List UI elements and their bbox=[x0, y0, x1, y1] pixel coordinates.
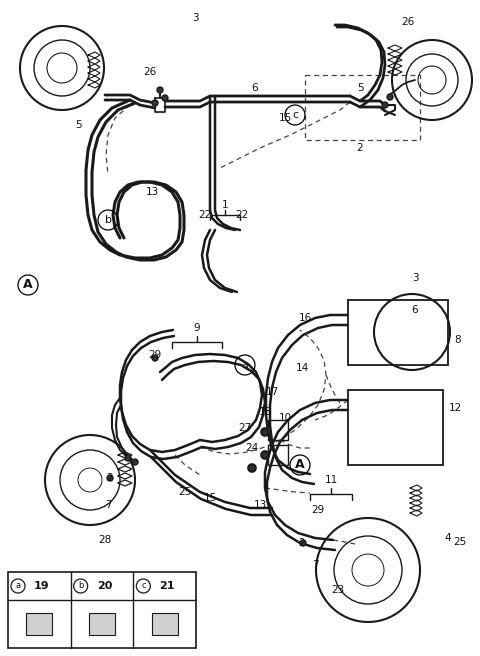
Text: 25: 25 bbox=[179, 487, 192, 497]
Text: 3: 3 bbox=[412, 273, 418, 283]
Text: 5: 5 bbox=[75, 120, 81, 130]
Text: 2: 2 bbox=[299, 538, 305, 548]
Bar bbox=[89, 613, 115, 635]
Text: 14: 14 bbox=[295, 363, 309, 373]
Bar bbox=[348, 300, 448, 365]
Text: 20: 20 bbox=[96, 581, 112, 591]
Text: a: a bbox=[15, 581, 21, 590]
Text: 2: 2 bbox=[357, 143, 363, 153]
Bar bbox=[26, 613, 52, 635]
Text: A: A bbox=[23, 279, 33, 291]
Text: 6: 6 bbox=[252, 83, 258, 93]
Bar bbox=[92, 616, 112, 632]
Text: 2: 2 bbox=[107, 473, 113, 483]
Text: 21: 21 bbox=[159, 581, 175, 591]
Bar bbox=[31, 618, 48, 630]
Text: c: c bbox=[292, 110, 298, 120]
Text: 18: 18 bbox=[258, 407, 272, 417]
Text: b: b bbox=[78, 581, 84, 590]
Circle shape bbox=[162, 95, 168, 101]
Text: 26: 26 bbox=[401, 17, 415, 27]
Bar bbox=[8, 572, 196, 648]
Text: 5: 5 bbox=[357, 83, 363, 93]
Circle shape bbox=[382, 102, 388, 108]
Circle shape bbox=[152, 355, 158, 361]
Bar bbox=[268, 420, 288, 440]
Bar bbox=[348, 390, 443, 465]
Text: c: c bbox=[141, 581, 145, 590]
Text: 7: 7 bbox=[105, 500, 111, 510]
Text: 26: 26 bbox=[144, 67, 156, 77]
Text: 13: 13 bbox=[253, 500, 266, 510]
Text: 22: 22 bbox=[198, 210, 212, 220]
Text: 17: 17 bbox=[265, 387, 278, 397]
Circle shape bbox=[157, 87, 163, 93]
Bar bbox=[152, 613, 178, 635]
Text: 6: 6 bbox=[412, 305, 418, 315]
Text: 29: 29 bbox=[312, 505, 324, 515]
Text: 19: 19 bbox=[34, 581, 49, 591]
Text: 7: 7 bbox=[312, 560, 318, 570]
Circle shape bbox=[300, 540, 306, 546]
Text: a: a bbox=[241, 360, 249, 370]
Text: 29: 29 bbox=[148, 350, 162, 360]
Text: 3: 3 bbox=[192, 13, 198, 23]
Text: 13: 13 bbox=[145, 187, 158, 197]
Text: 15: 15 bbox=[278, 113, 292, 123]
Text: A: A bbox=[295, 459, 305, 472]
Circle shape bbox=[262, 452, 268, 458]
Circle shape bbox=[249, 465, 255, 471]
Circle shape bbox=[125, 455, 131, 461]
Text: 22: 22 bbox=[235, 210, 249, 220]
Text: b: b bbox=[105, 215, 111, 225]
Bar bbox=[268, 445, 288, 465]
Text: 28: 28 bbox=[98, 535, 112, 545]
Text: 25: 25 bbox=[454, 537, 467, 547]
Text: 24: 24 bbox=[245, 443, 259, 453]
Text: 11: 11 bbox=[324, 475, 337, 485]
Text: 27: 27 bbox=[239, 423, 252, 433]
Circle shape bbox=[132, 459, 138, 465]
Text: 12: 12 bbox=[448, 403, 462, 413]
Text: 4: 4 bbox=[444, 533, 451, 543]
Circle shape bbox=[387, 94, 393, 100]
Circle shape bbox=[152, 100, 158, 106]
Text: 9: 9 bbox=[194, 323, 200, 333]
Text: 8: 8 bbox=[455, 335, 461, 345]
Text: 10: 10 bbox=[278, 413, 291, 423]
Circle shape bbox=[107, 475, 113, 481]
Circle shape bbox=[97, 619, 107, 629]
Text: 23: 23 bbox=[331, 585, 345, 595]
Text: 15: 15 bbox=[204, 493, 216, 503]
Circle shape bbox=[262, 429, 268, 435]
Bar bbox=[156, 617, 173, 631]
Text: 16: 16 bbox=[299, 313, 312, 323]
Text: 1: 1 bbox=[222, 200, 228, 210]
Circle shape bbox=[32, 620, 40, 628]
